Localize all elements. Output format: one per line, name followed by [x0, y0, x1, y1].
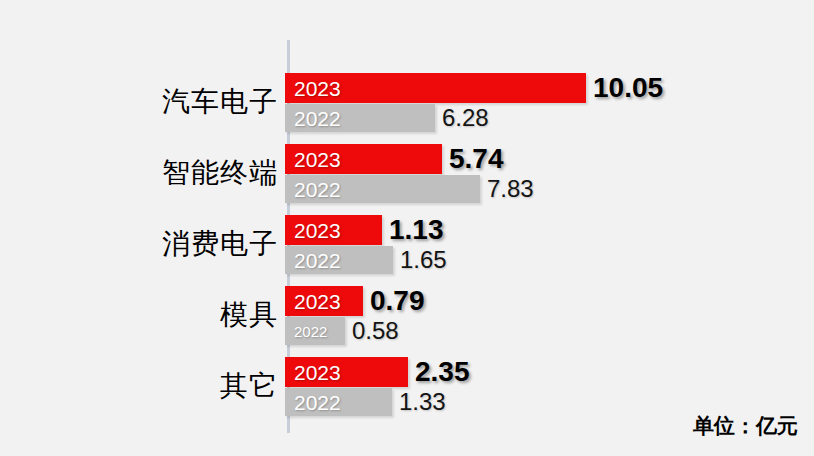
bar-year-label: 2022	[294, 392, 341, 413]
bar-value-label: 1.65	[400, 246, 447, 274]
bar-2022: 2022	[285, 246, 393, 274]
bar-year-label: 2023	[294, 291, 341, 312]
category-label: 汽车电子	[0, 83, 278, 121]
bar-value-label: 6.28	[442, 104, 489, 132]
bar-value-label: 0.58	[352, 317, 399, 345]
bar-year-label: 2023	[294, 149, 341, 170]
bar-row: 2022 1.65	[285, 246, 814, 274]
bar-year-label: 2022	[294, 250, 341, 271]
bar-year-label: 2023	[294, 220, 341, 241]
bar-group: 模具 2023 0.79 2022 0.58	[0, 285, 814, 345]
unit-note: 单位：亿元	[693, 412, 798, 440]
bar-year-label: 2022	[294, 108, 341, 129]
bar-value-label: 1.33	[399, 388, 446, 416]
bar-2023: 2023	[285, 73, 586, 103]
bar-2023: 2023	[285, 144, 442, 174]
bar-2022: 2022	[285, 104, 435, 132]
bar-2022: 2022	[285, 317, 345, 345]
category-label: 消费电子	[0, 225, 278, 263]
category-label: 其它	[0, 367, 278, 405]
bar-row: 2023 1.13	[285, 214, 814, 246]
bar-row: 2022 0.58	[285, 317, 814, 345]
bar-value-label: 7.83	[487, 175, 534, 203]
bar-2023: 2023	[285, 215, 382, 245]
bar-value-label: 10.05	[593, 72, 663, 104]
bar-2022: 2022	[285, 388, 392, 416]
bar-2023: 2023	[285, 357, 408, 387]
bar-groups: 汽车电子 2023 10.05 2022 6.28 智能终端 2023 5.74 2022 7.8…	[0, 72, 814, 427]
bar-year-label: 2022	[294, 324, 327, 339]
bar-group: 智能终端 2023 5.74 2022 7.83	[0, 143, 814, 203]
bar-2022: 2022	[285, 175, 480, 203]
bar-row: 2023 2.35	[285, 356, 814, 388]
bar-row: 2022 6.28	[285, 104, 814, 132]
chart-slide: 汽车电子 2023 10.05 2022 6.28 智能终端 2023 5.74 2022 7.8…	[0, 0, 814, 456]
bar-value-label: 0.79	[370, 285, 425, 317]
bar-year-label: 2023	[294, 362, 341, 383]
bar-row: 2023 5.74	[285, 143, 814, 175]
bar-value-label: 1.13	[389, 214, 444, 246]
bar-value-label: 2.35	[415, 356, 470, 388]
bar-2023: 2023	[285, 286, 363, 316]
bar-row: 2022 7.83	[285, 175, 814, 203]
category-label: 智能终端	[0, 154, 278, 192]
bar-row: 2023 0.79	[285, 285, 814, 317]
category-label: 模具	[0, 296, 278, 334]
bar-value-label: 5.74	[449, 143, 504, 175]
bar-year-label: 2022	[294, 179, 341, 200]
bar-row: 2023 10.05	[285, 72, 814, 104]
bar-year-label: 2023	[294, 78, 341, 99]
bar-group: 其它 2023 2.35 2022 1.33	[0, 356, 814, 416]
bar-group: 汽车电子 2023 10.05 2022 6.28	[0, 72, 814, 132]
bar-group: 消费电子 2023 1.13 2022 1.65	[0, 214, 814, 274]
